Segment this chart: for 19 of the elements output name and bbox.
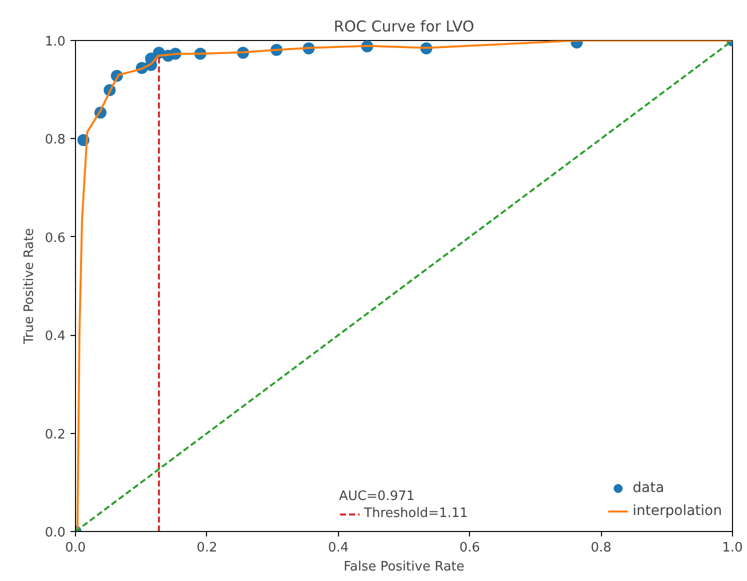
- x-axis-title: False Positive Rate: [344, 560, 464, 574]
- annotation: AUC=0.971: [339, 489, 416, 504]
- x-tick-label: 0.8: [590, 540, 612, 556]
- legend-label: interpolation: [632, 503, 722, 519]
- x-tick-label: 0.0: [65, 540, 86, 556]
- x-tick-label: 0.4: [328, 540, 349, 556]
- y-tick-label: 0.8: [44, 132, 66, 148]
- y-tick-label: 1.0: [44, 34, 66, 50]
- y-tick-label: 0.4: [44, 329, 66, 344]
- legend-label: Threshold=1.11: [364, 506, 468, 521]
- x-tick-label: 0.2: [196, 540, 218, 556]
- chart-title: ROC Curve for LVO: [334, 18, 474, 36]
- legend-label: data: [632, 480, 664, 496]
- y-tick-label: 0.0: [44, 526, 66, 540]
- y-tick-label: 0.6: [44, 230, 66, 246]
- x-tick-label: 0.6: [459, 540, 480, 556]
- y-tick-label: 0.2: [44, 427, 66, 442]
- y-axis-title: True Positive Rate: [22, 228, 37, 345]
- x-tick-label: 1.0: [722, 540, 743, 556]
